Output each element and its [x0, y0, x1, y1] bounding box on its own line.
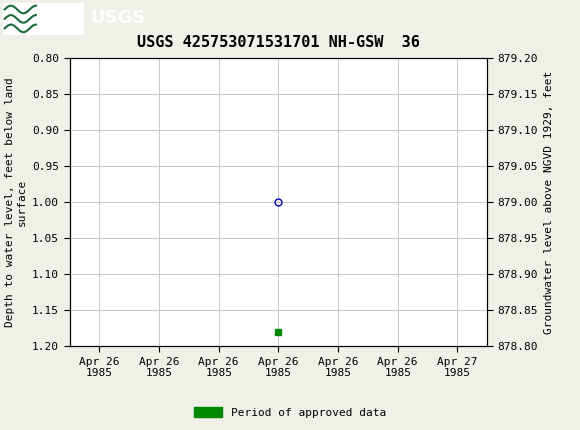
Title: USGS 425753071531701 NH-GSW  36: USGS 425753071531701 NH-GSW 36 — [137, 35, 420, 50]
Text: USGS: USGS — [90, 9, 145, 27]
Bar — [3, 3, 84, 35]
Legend: Period of approved data: Period of approved data — [190, 403, 390, 422]
Y-axis label: Groundwater level above NGVD 1929, feet: Groundwater level above NGVD 1929, feet — [543, 71, 554, 334]
Y-axis label: Depth to water level, feet below land
surface: Depth to water level, feet below land su… — [5, 77, 27, 327]
